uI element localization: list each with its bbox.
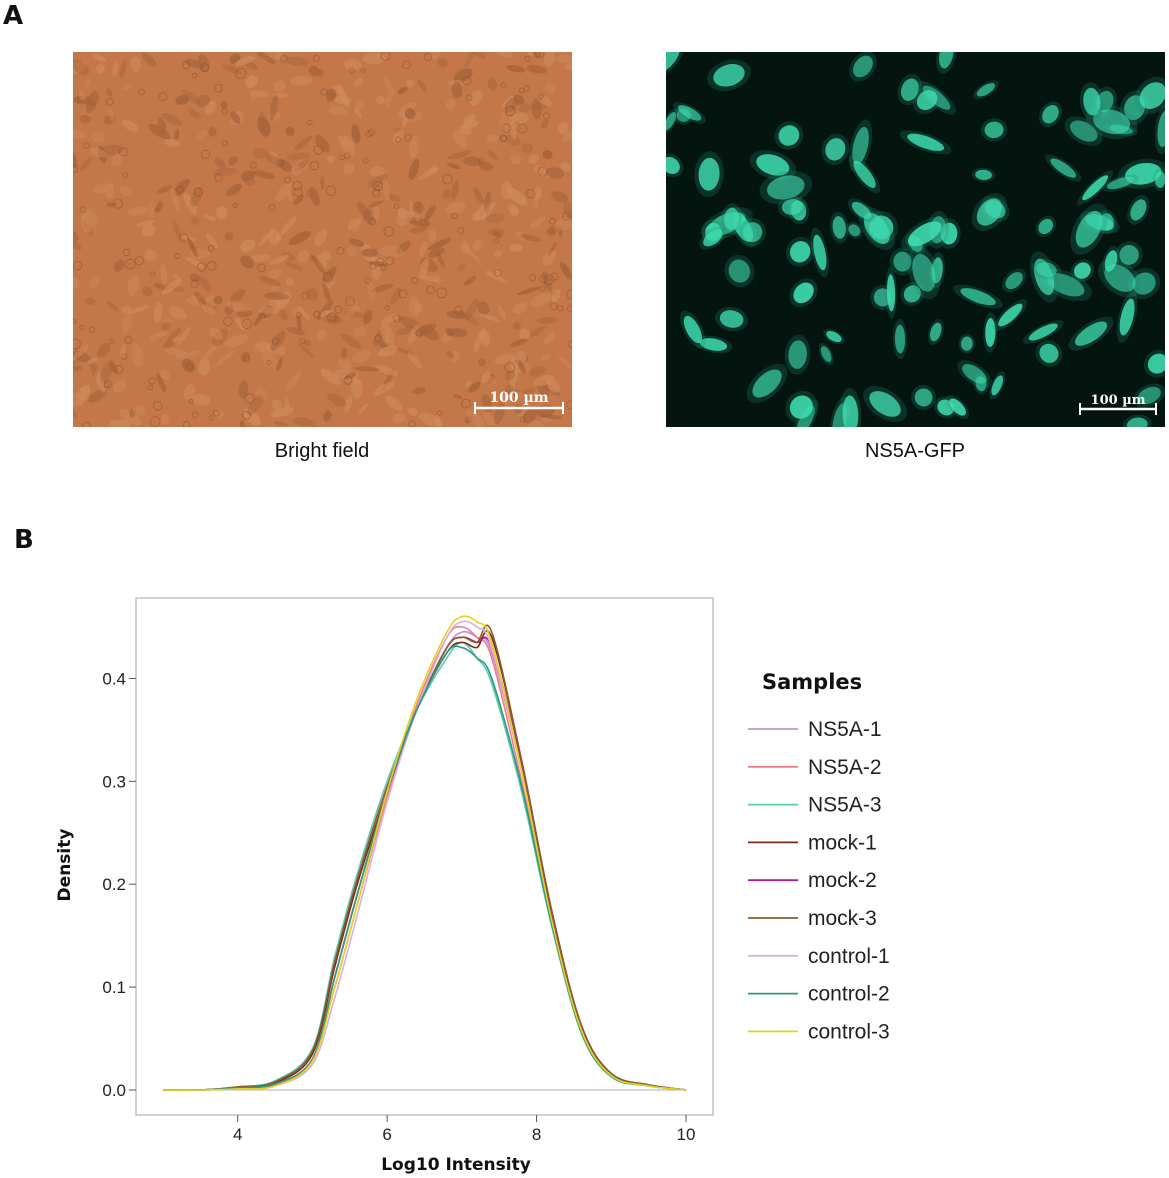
legend-title: Samples	[762, 670, 862, 694]
legend-label: NS5A-3	[808, 794, 882, 817]
x-axis-title: Log10 Intensity	[381, 1155, 531, 1175]
legend-label: NS5A-2	[808, 756, 882, 779]
x-tick-label: 6	[382, 1125, 391, 1144]
bright-field-image: 100 µm	[73, 52, 572, 427]
bright-field-caption: Bright field	[274, 440, 370, 462]
legend-label: NS5A-1	[808, 718, 882, 741]
legend-item: NS5A-2	[748, 756, 882, 779]
legend-item: NS5A-1	[748, 718, 882, 741]
x-tick-label: 4	[233, 1125, 242, 1144]
legend-label: control-2	[808, 983, 890, 1006]
ns5a-gfp-caption: NS5A-GFP	[864, 440, 966, 462]
bright-field-scale-label: 100 µm	[489, 390, 548, 406]
legend-label: mock-3	[808, 907, 877, 930]
series-line-mock-3	[162, 624, 687, 1092]
y-axis-title: Density	[55, 829, 75, 902]
x-tick-label: 8	[532, 1125, 541, 1144]
legend-item: NS5A-3	[748, 794, 882, 817]
legend-label: mock-2	[808, 869, 877, 892]
legend-item: mock-1	[748, 831, 877, 854]
legend-item: control-3	[748, 1020, 890, 1043]
y-tick-label: 0.3	[102, 772, 126, 791]
y-tick-label: 0.0	[102, 1081, 126, 1100]
y-tick-label: 0.4	[102, 669, 126, 688]
panel-a-letter: A	[3, 1, 24, 31]
bright-field-scale-bar: 100 µm	[474, 390, 564, 414]
gfp-scale-bar: 100 µm	[1079, 393, 1157, 415]
legend-label: control-3	[808, 1020, 890, 1043]
legend-label: control-1	[808, 945, 890, 968]
series-line-control-3	[162, 615, 687, 1091]
ns5a-gfp-image: 100 µm	[666, 52, 1165, 427]
y-tick-label: 0.2	[102, 875, 126, 894]
legend-item: mock-3	[748, 907, 877, 930]
legend-item: control-2	[748, 983, 890, 1006]
gfp-scale-label: 100 µm	[1091, 393, 1146, 408]
legend-item: control-1	[748, 945, 890, 968]
legend-item: mock-2	[748, 869, 877, 892]
density-chart: 4 6 8 10 0.0 0.1 0.2 0.3 0.4 Samples NS5A-1 NS5A-2…	[55, 597, 890, 1175]
x-tick-label: 10	[677, 1125, 696, 1144]
legend-label: mock-1	[808, 831, 877, 854]
panel-b-letter: B	[14, 525, 34, 555]
y-tick-label: 0.1	[102, 978, 126, 997]
plot-frame	[135, 597, 714, 1116]
